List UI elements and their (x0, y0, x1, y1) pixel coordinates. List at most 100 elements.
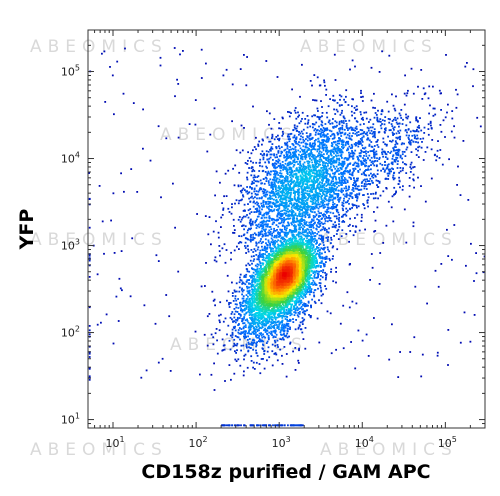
event-dot (269, 243, 272, 245)
event-dot (417, 130, 420, 133)
event-dot (310, 159, 313, 161)
event-dot (301, 317, 304, 319)
event-dot (289, 341, 292, 344)
event-dot (386, 166, 389, 169)
event-dot (88, 276, 91, 278)
event-dot (258, 258, 260, 261)
event-dot (254, 176, 257, 179)
event-dot (316, 203, 319, 206)
event-dot (374, 160, 377, 162)
event-dot (332, 132, 335, 135)
event-dot (311, 232, 314, 234)
event-dot (313, 281, 316, 284)
event-dot (316, 218, 318, 221)
event-dot (268, 424, 271, 427)
event-dot (242, 318, 244, 321)
event-dot (269, 217, 271, 220)
event-dot (293, 159, 296, 162)
event-dot (288, 335, 290, 338)
event-dot (88, 325, 91, 327)
event-dot (429, 120, 432, 123)
event-dot (368, 180, 371, 182)
event-dot (284, 325, 286, 328)
event-dot (357, 159, 360, 162)
event-dot (399, 156, 402, 159)
event-dot (302, 304, 305, 307)
event-dot (241, 281, 244, 284)
event-dot (271, 137, 273, 139)
event-dot (347, 164, 349, 166)
event-dot (326, 220, 329, 223)
event-dot (375, 114, 378, 116)
event-dot (269, 326, 271, 329)
event-dot (318, 188, 321, 191)
event-dot (276, 138, 279, 140)
event-dot (279, 210, 282, 213)
event-dot (357, 185, 360, 188)
event-dot (292, 350, 294, 353)
event-dot (252, 149, 254, 152)
event-dot (270, 332, 272, 335)
event-dot (374, 192, 377, 195)
event-dot (307, 119, 310, 122)
event-dot (310, 283, 313, 285)
event-dot (243, 316, 246, 318)
event-dot (283, 240, 285, 243)
event-dot (362, 159, 365, 162)
event-dot (252, 105, 254, 108)
event-dot (315, 187, 317, 190)
event-dot (293, 109, 296, 112)
event-dot (234, 424, 236, 427)
event-dot (274, 172, 276, 174)
event-dot (278, 159, 281, 162)
event-dot (265, 251, 267, 253)
event-dot (244, 245, 246, 247)
event-dot (361, 136, 364, 139)
event-dot (304, 293, 307, 296)
event-dot (297, 327, 300, 330)
event-dot (264, 249, 267, 251)
event-dot (345, 211, 348, 213)
event-dot (288, 224, 291, 227)
event-dot (338, 176, 340, 179)
event-dot (234, 335, 237, 337)
event-dot (386, 164, 389, 167)
event-dot (273, 227, 275, 230)
event-dot (247, 279, 250, 281)
event-dot (391, 125, 394, 127)
event-dot (308, 205, 311, 208)
event-dot (397, 150, 400, 153)
event-dot (362, 135, 365, 138)
event-dot (231, 281, 233, 284)
event-dot (265, 220, 267, 223)
event-dot (301, 231, 304, 233)
event-dot (352, 164, 354, 166)
event-dot (287, 189, 290, 192)
event-dot (399, 138, 401, 141)
event-dot (351, 98, 354, 100)
event-dot (479, 125, 482, 128)
event-dot (336, 102, 339, 104)
event-dot (287, 322, 290, 325)
event-dot (331, 122, 334, 125)
event-dot (335, 159, 338, 162)
event-dot (373, 157, 376, 159)
event-dot (296, 169, 298, 172)
event-dot (254, 208, 257, 210)
event-dot (302, 166, 305, 168)
event-dot (386, 165, 389, 168)
event-dot (287, 151, 290, 154)
event-dot (274, 175, 277, 177)
event-dot (346, 209, 349, 212)
event-dot (270, 153, 273, 156)
event-dot (273, 335, 275, 338)
event-dot (232, 300, 235, 302)
event-dot (361, 180, 364, 183)
event-dot (273, 208, 276, 211)
event-dot (269, 156, 272, 159)
event-dot (258, 226, 261, 229)
event-dot (330, 180, 333, 183)
event-dot (338, 223, 340, 226)
event-dot (274, 344, 277, 347)
event-dot (327, 210, 330, 213)
